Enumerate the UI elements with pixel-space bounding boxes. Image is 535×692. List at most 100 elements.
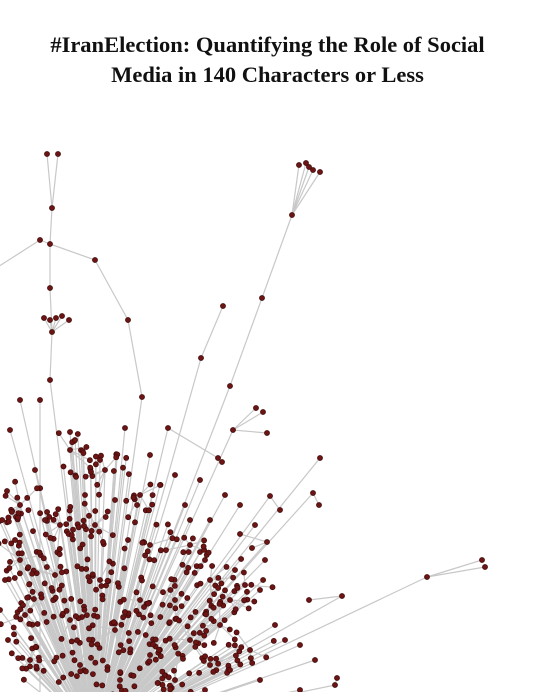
network-node (179, 681, 186, 688)
network-node (222, 587, 228, 594)
network-node (185, 549, 192, 555)
network-node (32, 467, 38, 473)
network-edge (36, 572, 81, 692)
network-node (237, 531, 243, 537)
network-node (109, 532, 116, 538)
network-edge (94, 511, 109, 526)
network-node (68, 532, 75, 539)
network-node (317, 169, 323, 175)
network-edge (426, 559, 483, 578)
network-node (2, 492, 9, 499)
network-node (252, 522, 258, 528)
network-node (183, 569, 190, 576)
network-edge (46, 621, 78, 692)
network-node (121, 565, 128, 572)
network-node (98, 583, 105, 589)
network-node (120, 596, 127, 603)
network-node (106, 558, 113, 565)
network-node (211, 591, 217, 597)
network-edge (38, 660, 64, 692)
network-node (157, 653, 164, 660)
network-node (44, 509, 50, 515)
network-node (215, 585, 222, 591)
network-node (121, 545, 128, 552)
network-node (136, 665, 143, 672)
network-node (125, 630, 132, 636)
network-edge (291, 162, 307, 216)
network-node (56, 546, 63, 552)
network-node (172, 597, 178, 603)
network-node (234, 585, 241, 591)
network-node (59, 313, 65, 319)
network-edge (308, 595, 343, 601)
network-node (200, 658, 207, 664)
network-edge (62, 677, 72, 692)
network-node (31, 596, 37, 602)
network-node (207, 517, 213, 523)
network-node (264, 539, 270, 545)
network-node (479, 557, 485, 563)
network-node (184, 595, 191, 601)
network-node (192, 609, 199, 615)
network-node (53, 315, 59, 321)
network-node (166, 619, 173, 625)
network-node (234, 657, 241, 664)
network-node (219, 459, 225, 465)
network-node (117, 677, 123, 683)
network-node (227, 383, 233, 389)
network-node (237, 661, 244, 668)
network-node (171, 667, 177, 674)
network-node (202, 687, 208, 692)
network-node (248, 581, 255, 588)
network-node (55, 151, 61, 157)
network-node (74, 431, 81, 437)
network-edge (0, 543, 21, 561)
network-node (190, 630, 197, 637)
network-edge (127, 319, 143, 398)
network-node (8, 540, 15, 547)
network-node (144, 548, 151, 555)
network-edge (46, 153, 53, 209)
network-edge (138, 620, 215, 692)
network-node (187, 542, 193, 548)
network-node (238, 556, 244, 562)
network-nodes (0, 151, 488, 692)
network-node (240, 569, 247, 576)
network-node (72, 613, 79, 620)
network-node (69, 649, 76, 656)
network-node (312, 657, 318, 663)
network-edge (139, 484, 161, 496)
network-node (131, 683, 138, 690)
network-node (220, 303, 226, 309)
network-edge (102, 666, 109, 692)
network-edge (69, 449, 91, 469)
network-node (157, 482, 163, 488)
network-node (209, 563, 215, 569)
network-node (210, 604, 217, 611)
network-node (230, 574, 236, 581)
network-node (30, 528, 36, 534)
network-node (247, 655, 254, 661)
network-node (14, 494, 21, 501)
network-node (238, 644, 245, 651)
network-node (145, 600, 151, 607)
network-node (104, 508, 111, 515)
network-node (104, 577, 111, 584)
network-edge (76, 640, 88, 692)
network-node (200, 543, 207, 550)
network-node (157, 614, 164, 620)
network-node (199, 622, 206, 629)
network-node (63, 608, 70, 614)
network-edge (49, 207, 53, 245)
network-node (165, 674, 172, 681)
network-node (96, 491, 102, 498)
network-node (175, 650, 182, 657)
network-node (40, 667, 47, 674)
network-node (270, 638, 277, 644)
network-edge (79, 601, 91, 692)
network-node (227, 597, 233, 603)
network-edge (128, 659, 157, 692)
network-node (184, 623, 191, 630)
network-edge (117, 519, 211, 692)
